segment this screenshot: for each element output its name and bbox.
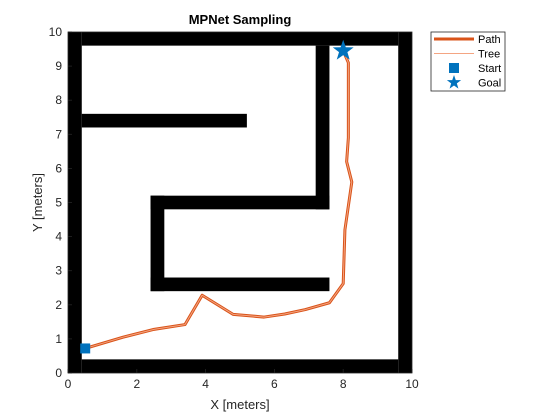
legend-label-path: Path	[478, 34, 501, 46]
y-axis-label: Y [meters]	[30, 173, 45, 232]
legend-swatch-start	[449, 63, 459, 73]
x-tick-label: 4	[202, 377, 209, 391]
obstacle-wall-0	[81, 32, 399, 46]
y-tick-label: 9	[55, 59, 62, 73]
legend-label-goal: Goal	[478, 78, 501, 90]
y-tick-label: 4	[55, 230, 62, 244]
start-marker	[80, 343, 91, 354]
x-tick-label: 8	[340, 377, 347, 391]
y-tick-label: 2	[55, 298, 62, 312]
obstacle-map	[68, 32, 412, 373]
y-tick-label: 5	[55, 196, 62, 210]
series-line-tree	[84, 50, 353, 349]
y-tick-label: 8	[55, 93, 62, 107]
y-tick-label: 10	[49, 25, 63, 39]
y-axis: 0 1 2 3 4 5 6 7 8 9 10	[49, 25, 72, 380]
obstacle-wall-7	[150, 195, 165, 292]
legend-box	[430, 31, 506, 92]
legend: Path Tree Start Goal	[430, 31, 506, 92]
x-tick-label: 10	[405, 377, 419, 391]
obstacle-wall-5	[315, 45, 330, 210]
legend-swatch-goal	[446, 75, 462, 89]
obstacle-wall-1	[81, 359, 399, 373]
y-tick-label: 3	[55, 264, 62, 278]
y-tick-label: 1	[55, 332, 62, 346]
marker-layer	[80, 39, 354, 354]
obstacle-wall-8	[150, 277, 330, 292]
chart-title: MPNet Sampling	[189, 12, 292, 27]
y-tick-label: 7	[55, 127, 62, 141]
x-tick-label: 6	[271, 377, 278, 391]
legend-label-start: Start	[478, 63, 501, 75]
y-tick-label: 0	[55, 366, 62, 380]
x-tick-label: 2	[133, 377, 140, 391]
x-tick-label: 0	[65, 377, 72, 391]
obstacle-wall-2	[68, 32, 82, 373]
y-tick-label: 6	[55, 161, 62, 175]
obstacle-wall-4	[81, 113, 247, 128]
goal-marker	[332, 39, 354, 60]
x-axis: 0 2 4 6 8 10	[65, 369, 419, 391]
obstacle-wall-3	[398, 32, 412, 373]
legend-label-tree: Tree	[478, 49, 500, 61]
series-layer	[83, 49, 354, 350]
x-axis-label: X [meters]	[210, 397, 269, 412]
obstacle-wall-6	[150, 195, 330, 210]
